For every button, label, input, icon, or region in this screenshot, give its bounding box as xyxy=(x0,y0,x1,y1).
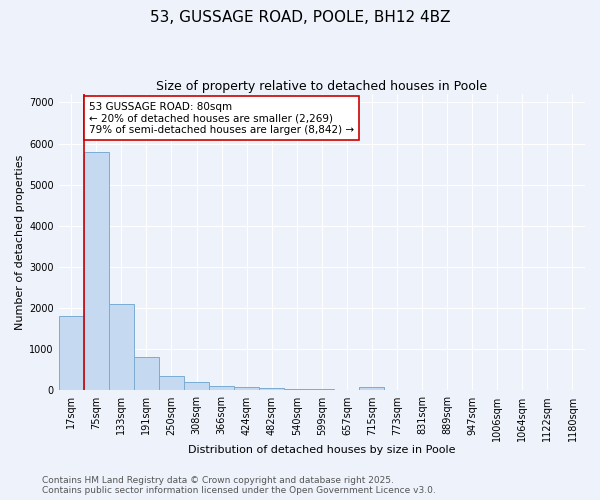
Text: Contains HM Land Registry data © Crown copyright and database right 2025.
Contai: Contains HM Land Registry data © Crown c… xyxy=(42,476,436,495)
Bar xyxy=(359,388,385,390)
Y-axis label: Number of detached properties: Number of detached properties xyxy=(15,154,25,330)
Bar xyxy=(59,316,84,390)
Bar xyxy=(309,389,334,390)
Title: Size of property relative to detached houses in Poole: Size of property relative to detached ho… xyxy=(156,80,487,93)
Bar xyxy=(109,304,134,390)
Bar xyxy=(259,388,284,390)
Bar xyxy=(284,388,309,390)
Bar xyxy=(234,387,259,390)
Bar xyxy=(159,376,184,390)
X-axis label: Distribution of detached houses by size in Poole: Distribution of detached houses by size … xyxy=(188,445,455,455)
Bar xyxy=(84,152,109,390)
Text: 53, GUSSAGE ROAD, POOLE, BH12 4BZ: 53, GUSSAGE ROAD, POOLE, BH12 4BZ xyxy=(150,10,450,25)
Bar xyxy=(209,386,234,390)
Bar xyxy=(184,382,209,390)
Text: 53 GUSSAGE ROAD: 80sqm
← 20% of detached houses are smaller (2,269)
79% of semi-: 53 GUSSAGE ROAD: 80sqm ← 20% of detached… xyxy=(89,102,354,135)
Bar xyxy=(134,356,159,390)
